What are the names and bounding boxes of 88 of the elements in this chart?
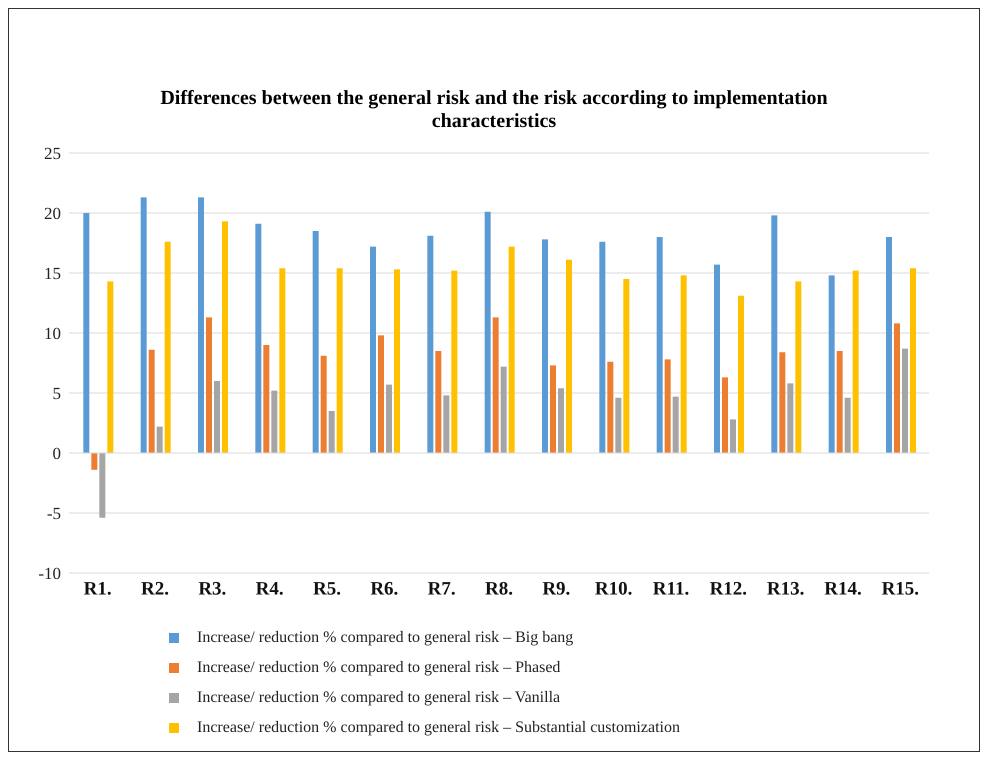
bar	[148, 350, 155, 453]
bar	[83, 213, 90, 453]
bar	[550, 365, 556, 453]
bar	[599, 242, 606, 453]
bar	[738, 296, 744, 453]
x-tick-label: R9.	[542, 578, 570, 600]
bar	[910, 268, 916, 453]
bar	[255, 224, 262, 453]
x-tick-label: R12.	[710, 578, 748, 600]
bar	[902, 348, 908, 453]
bar	[214, 381, 220, 453]
bar	[672, 396, 679, 453]
bar	[198, 197, 204, 453]
y-tick-label: 0	[52, 444, 61, 464]
bar	[844, 398, 851, 453]
x-tick-label: R5.	[313, 578, 341, 600]
y-tick-label: 20	[44, 204, 61, 224]
bar	[886, 237, 892, 453]
bar	[722, 377, 728, 453]
x-tick-label: R8.	[485, 578, 513, 600]
legend-label: Increase/ reduction % compared to general risk – Phased	[197, 658, 560, 678]
bar	[714, 264, 720, 453]
bar	[378, 335, 384, 453]
bar	[394, 269, 400, 453]
bar	[91, 453, 98, 470]
x-tick-label: R10.	[594, 578, 632, 600]
bar	[279, 268, 286, 453]
x-tick-label: R14.	[824, 578, 862, 600]
bar	[615, 398, 622, 453]
x-tick-label: R3.	[198, 578, 226, 600]
bar	[730, 419, 736, 453]
bar	[664, 359, 671, 453]
bar	[484, 212, 491, 453]
x-tick-label: R11.	[652, 578, 690, 600]
y-tick-label: -5	[46, 504, 61, 524]
bar	[427, 236, 434, 453]
bar	[336, 268, 343, 453]
y-tick-label: 15	[44, 264, 61, 284]
bar	[320, 356, 327, 453]
bar	[566, 260, 572, 453]
bar	[107, 281, 114, 453]
chart-title: Differences between the general risk and the risk according to implementation characteristics	[159, 87, 829, 133]
x-tick-label: R13.	[766, 578, 804, 600]
y-tick-label: 10	[44, 324, 61, 344]
bar	[607, 362, 614, 453]
bar	[164, 242, 171, 453]
bar	[451, 270, 458, 453]
bar	[542, 239, 548, 453]
bar	[222, 221, 228, 453]
x-tick-label: R4.	[256, 578, 284, 600]
bar	[623, 279, 630, 453]
bar	[370, 246, 376, 453]
bar	[312, 231, 319, 453]
bar	[328, 411, 335, 453]
bar	[206, 317, 212, 453]
bar	[492, 317, 499, 453]
legend-label: Increase/ reduction % compared to general risk – Substantial customization	[197, 718, 680, 738]
bar	[894, 323, 900, 453]
bar	[435, 351, 442, 453]
bar	[852, 270, 859, 453]
bar	[656, 237, 663, 453]
y-tick-label: 25	[44, 144, 61, 164]
bar	[140, 197, 147, 453]
bar	[836, 351, 843, 453]
bar	[443, 395, 450, 453]
legend-label: Increase/ reduction % compared to general risk – Big bang	[197, 628, 574, 648]
bar	[787, 383, 794, 453]
x-tick-label: R7.	[428, 578, 456, 600]
bar	[271, 390, 278, 453]
bar	[779, 352, 786, 453]
bar	[828, 275, 835, 453]
x-tick-label: R2.	[141, 578, 169, 600]
x-tick-label: R15.	[882, 578, 920, 600]
bar	[263, 345, 270, 453]
bar	[680, 275, 687, 453]
bar	[771, 215, 778, 453]
bar	[508, 246, 515, 453]
bar	[795, 281, 802, 453]
bar	[386, 384, 392, 453]
bar	[558, 388, 564, 453]
y-tick-label: -10	[38, 564, 61, 584]
y-tick-label: 5	[52, 384, 61, 404]
x-tick-label: R6.	[370, 578, 398, 600]
bar	[99, 453, 106, 518]
legend-label: Increase/ reduction % compared to general risk – Vanilla	[197, 688, 560, 708]
bar	[500, 366, 507, 453]
x-tick-label: R1.	[84, 578, 112, 600]
bar	[156, 426, 163, 453]
